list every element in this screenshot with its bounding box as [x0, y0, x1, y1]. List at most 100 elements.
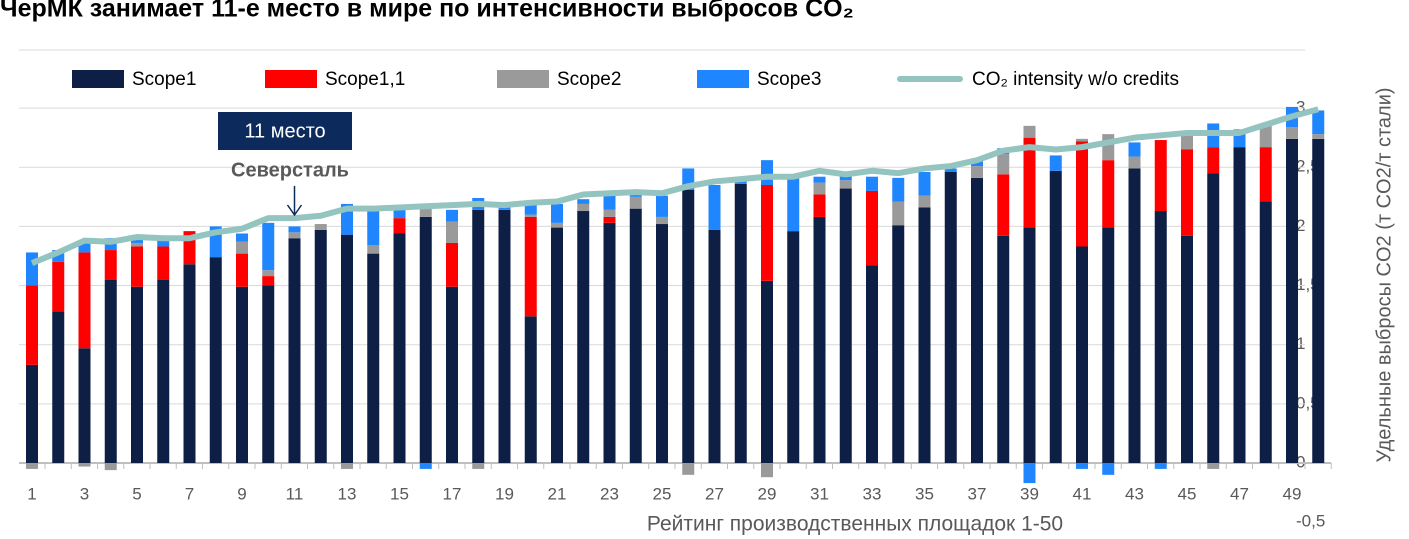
x-tick-label: 49 [1283, 484, 1302, 503]
bar-segment [393, 233, 406, 463]
bar-segment [1286, 138, 1298, 463]
bar-segment [472, 209, 485, 463]
bar-segment [944, 168, 957, 172]
chart-title: ЧерМК занимает 11-е место в мире по инте… [0, 0, 854, 23]
bar-segment [52, 311, 65, 463]
x-tick-label: 23 [600, 484, 619, 503]
bar-segment [78, 242, 91, 253]
bar-segment [944, 171, 957, 463]
x-tick-label: 43 [1125, 484, 1144, 503]
bar-segment [761, 280, 773, 463]
bar-segment [26, 463, 38, 469]
x-tick-label: 15 [390, 484, 409, 503]
bar-segment [813, 194, 826, 217]
x-tick-label: 1 [27, 484, 36, 503]
bar-segment [52, 250, 65, 262]
bar-segment [1128, 142, 1141, 157]
bar-segment [498, 209, 511, 463]
bar-segment [734, 183, 747, 463]
y-tick-label: 2 [1296, 216, 1305, 235]
bar-segment [157, 246, 170, 280]
bar-segment [131, 286, 143, 463]
bar-segment [892, 201, 905, 226]
bar-segment [1023, 137, 1036, 228]
bar-segment [472, 463, 485, 469]
bar-segment [892, 225, 905, 463]
legend-label: Scope1,1 [325, 69, 405, 90]
bar-segment [524, 316, 537, 463]
bar-segment [682, 463, 695, 475]
bar-segment [131, 238, 143, 243]
bar-segment [1049, 170, 1062, 463]
x-tick-label: 19 [495, 484, 514, 503]
bar-segment [1102, 160, 1115, 228]
bar-segment [997, 235, 1010, 463]
y-tick-label: -0,5 [1296, 512, 1325, 531]
intensity-line [30, 106, 1320, 266]
legend-label: CO₂ intensity w/o credits [972, 69, 1179, 90]
bar-segment [1076, 138, 1088, 142]
bar-segment [1076, 141, 1088, 247]
bar-segment [603, 216, 616, 223]
bar-segment [1023, 125, 1036, 138]
legend-label: Scope2 [557, 69, 621, 90]
x-tick-label: 41 [1073, 484, 1092, 503]
bar-segment [866, 176, 878, 191]
bar-segment [524, 214, 537, 217]
bar-segment [157, 279, 170, 463]
y-tick-label: 1 [1296, 334, 1305, 353]
bar-segment [419, 216, 432, 463]
bar-segment [1076, 463, 1088, 469]
bar-segment [131, 246, 143, 287]
bar-segment [551, 222, 563, 228]
x-tick-label: 17 [443, 484, 462, 503]
bar-segment [971, 166, 983, 178]
bar-segment [1207, 147, 1220, 174]
bar-segment [551, 203, 563, 223]
bar-segment [892, 177, 905, 202]
bar-segment [1049, 155, 1062, 171]
bar-segment [26, 285, 38, 365]
x-tick-label: 25 [653, 484, 672, 503]
bar-segment [656, 216, 668, 225]
x-tick-label: 11 [286, 484, 304, 503]
bar-segment [1181, 149, 1193, 236]
bar-segment [577, 211, 590, 463]
x-tick-label: 29 [758, 484, 777, 503]
bar-segment [419, 208, 432, 217]
bar-segment [1154, 140, 1167, 212]
bar-segment [236, 241, 248, 254]
bar-segment [288, 238, 301, 463]
bar-segment [787, 177, 800, 232]
bar-segment [603, 222, 616, 463]
bar-segment [708, 229, 721, 463]
bar-segment [78, 348, 91, 463]
bar-segment [1076, 246, 1088, 463]
bar-segment [1259, 147, 1272, 202]
x-tick-label: 35 [915, 484, 934, 503]
bar-segment [1128, 156, 1141, 169]
bar-segment [104, 250, 117, 280]
bar-segment [446, 221, 458, 243]
bar-segment [236, 286, 248, 463]
bar-segment [367, 245, 380, 254]
legend-label: Scope3 [757, 69, 821, 90]
bar-segment [629, 196, 642, 209]
x-tick-label: 39 [1020, 484, 1039, 503]
x-tick-label: 31 [810, 484, 829, 503]
annotation-box [218, 112, 352, 150]
bar-segment [1181, 235, 1193, 463]
legend-label: Scope1 [132, 69, 196, 90]
bar-segment [1207, 463, 1220, 469]
bar-segment [577, 199, 590, 204]
bar-segment [288, 226, 301, 233]
bar-segment [1259, 123, 1272, 148]
y-axis-label: Удельные выбросы CO2 (т CO2/т стали) [1373, 87, 1395, 462]
bar-segment [26, 364, 38, 463]
bar-segment [26, 252, 38, 286]
bar-segment [813, 182, 826, 195]
annotation-company: Северсталь [231, 159, 349, 181]
bar-segment [761, 463, 773, 478]
x-tick-label: 33 [863, 484, 882, 503]
